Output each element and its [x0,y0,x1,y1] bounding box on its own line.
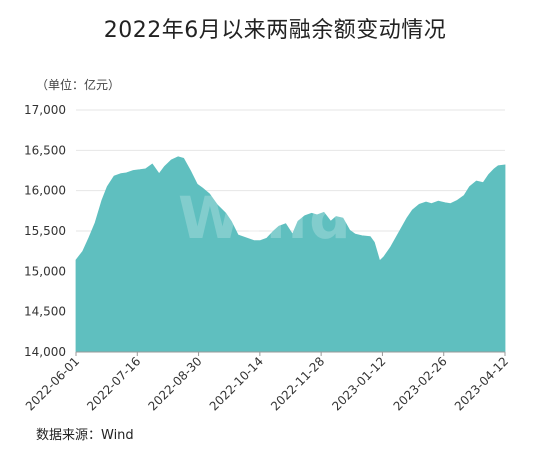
y-tick-label: 17,000 [24,103,66,117]
x-tick-label: 2023-01-12 [329,354,388,413]
x-tick-label: 2022-08-30 [145,354,204,413]
x-tick-label: 2022-11-28 [268,354,327,413]
x-tick-label: 2023-04-12 [452,354,511,413]
area-layer [75,156,506,353]
y-tick-label: 14,500 [24,305,66,319]
y-tick-label: 15,000 [24,264,66,278]
source-label: 数据来源：Wind [36,428,134,443]
unit-label: （单位：亿元） [36,78,121,92]
x-tick-label: 2023-02-26 [391,354,450,413]
chart-title: 2022年6月以来两融余额变动情况 [103,18,447,43]
margin-balance-area [75,156,506,353]
y-tick-label: 16,500 [24,143,66,157]
x-tick-label: 2022-10-14 [207,354,266,413]
x-tick-label: 2022-06-01 [23,354,82,413]
y-tick-label: 14,000 [24,345,66,359]
x-tick-label: 2022-07-16 [84,354,143,413]
y-tick-label: 15,500 [24,224,66,238]
y-tick-label: 16,000 [24,184,66,198]
